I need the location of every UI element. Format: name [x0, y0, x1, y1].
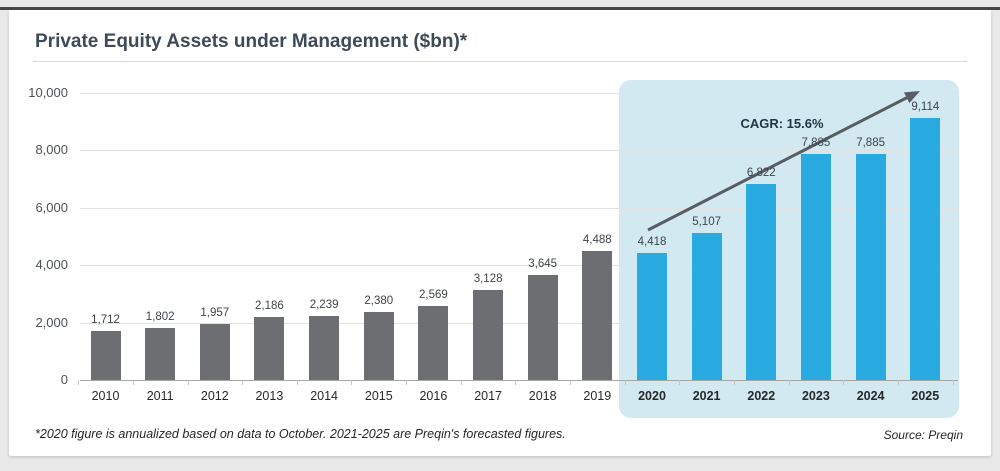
y-axis-tick-label: 8,000: [35, 142, 68, 158]
bar-2025: [910, 118, 941, 380]
bar-value-label: 1,802: [145, 311, 175, 324]
bar-2014: [309, 315, 340, 380]
bar-value-label: 4,418: [637, 236, 667, 249]
bar-value-label: 3,128: [473, 273, 503, 286]
y-gridline: [80, 322, 958, 324]
chart-title: Private Equity Assets under Management (…: [35, 31, 468, 52]
bar-2012: [199, 323, 230, 380]
bar-value-label: 2,239: [309, 298, 339, 311]
x-axis-tick: [515, 380, 517, 385]
y-gridline: [80, 380, 958, 381]
x-axis-tick: [734, 380, 735, 385]
x-axis-tick: [351, 380, 353, 385]
bar-value-label: 1,957: [200, 306, 230, 319]
y-axis-tick-label: 4,000: [35, 257, 68, 273]
y-axis-tick-label: 2,000: [35, 314, 68, 330]
source-label: Source: Preqin: [883, 428, 963, 442]
bar-2019: [582, 251, 613, 380]
bar-2013: [254, 317, 285, 380]
x-axis-tick: [788, 380, 790, 385]
x-axis-tick: [460, 380, 462, 385]
bar-value-label: 2,380: [364, 294, 394, 307]
y-axis-tick-label: 10,000: [28, 85, 68, 100]
x-axis-tick: [952, 380, 954, 385]
bar-2020: [637, 253, 667, 380]
bar-2016: [418, 306, 449, 380]
x-axis-year-label: 2014: [310, 389, 338, 403]
x-axis-year-label: 2017: [474, 389, 502, 403]
bar-2018: [527, 275, 558, 380]
x-axis-year-label: 2025: [911, 389, 940, 403]
x-axis-year-label: 2019: [583, 389, 612, 403]
bar-2011: [145, 328, 176, 380]
x-axis-tick: [187, 380, 189, 385]
x-axis-year-label: 2013: [255, 389, 284, 403]
bar-2010: [90, 330, 121, 380]
bar-value-label: 9,114: [911, 101, 940, 114]
x-axis-tick: [406, 380, 408, 385]
y-gridline: [80, 93, 958, 94]
x-axis-tick: [570, 380, 571, 385]
x-axis-tick: [843, 380, 845, 385]
bar-2024: [855, 153, 886, 380]
x-axis-year-label: 2016: [419, 389, 448, 403]
bar-2017: [473, 290, 504, 380]
x-axis-tick: [242, 380, 244, 385]
x-axis-year-label: 2011: [146, 389, 174, 403]
cagr-trend-arrow-icon: [647, 90, 921, 232]
x-axis-year-label: 2021: [692, 389, 721, 403]
x-axis-tick: [296, 380, 298, 385]
bar-value-label: 1,712: [91, 313, 120, 326]
y-axis-tick-label: 6,000: [35, 199, 68, 215]
bar-2023: [800, 153, 831, 380]
x-axis-tick: [897, 380, 899, 385]
bar-value-label: 7,885: [801, 136, 831, 149]
y-axis-tick-label: 0: [60, 372, 68, 387]
bar-2015: [363, 311, 394, 380]
y-gridline: [80, 265, 958, 267]
x-axis-year-label: 2015: [364, 389, 393, 403]
title-divider: [33, 61, 967, 62]
bar-value-label: 6,822: [746, 167, 776, 180]
x-axis-tick: [624, 380, 626, 385]
bar-value-label: 7,885: [856, 136, 885, 149]
bar-value-label: 4,488: [582, 234, 612, 247]
y-gridline: [80, 150, 958, 152]
bar-value-label: 3,645: [528, 258, 558, 271]
x-axis-year-label: 2010: [91, 389, 120, 403]
x-axis-year-label: 2022: [747, 389, 776, 403]
x-axis-year-label: 2012: [200, 389, 229, 403]
forecast-highlight-region: [619, 80, 959, 418]
x-axis-year-label: 2018: [528, 389, 557, 403]
x-axis-tick: [132, 380, 134, 385]
bar-value-label: 5,107: [692, 216, 721, 229]
x-axis-tick: [78, 380, 80, 385]
cagr-label: CAGR: 15.6%: [740, 116, 824, 131]
bar-2022: [746, 184, 777, 380]
y-gridline: [80, 207, 958, 209]
bar-value-label: 2,569: [419, 289, 448, 302]
x-axis-year-label: 2023: [801, 389, 830, 403]
x-axis-year-label: 2024: [856, 389, 885, 403]
x-axis-tick: [679, 380, 681, 385]
bar-value-label: 2,186: [255, 300, 284, 313]
footnote: *2020 figure is annualized based on data…: [35, 427, 566, 441]
bar-2021: [691, 233, 722, 380]
top-border-line: [0, 7, 1000, 10]
x-axis-year-label: 2020: [638, 389, 666, 403]
